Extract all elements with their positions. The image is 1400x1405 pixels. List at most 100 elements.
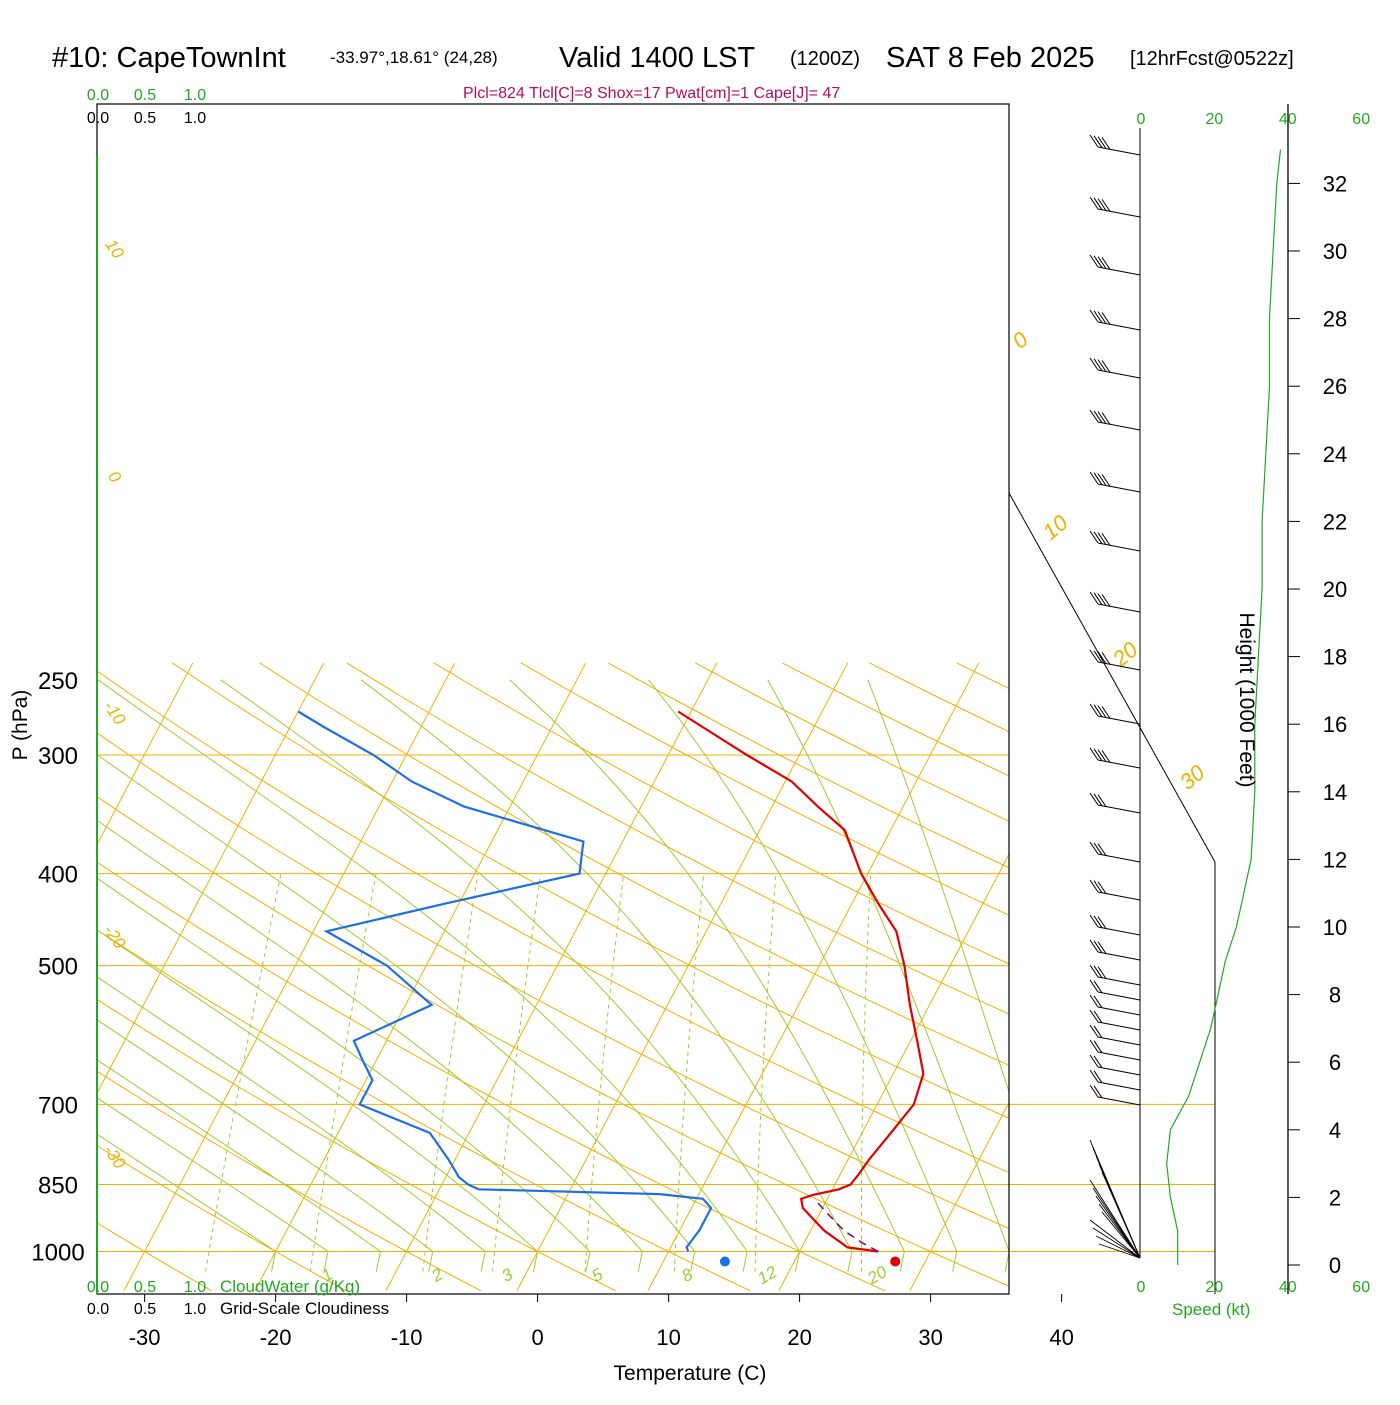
pressure-tick-label: 1000 [31, 1240, 84, 1267]
mixing-ratio-label: 3 [498, 1264, 516, 1285]
height-tick-label: 24 [1323, 442, 1347, 467]
dry-adiabat-120 [695, 663, 1400, 1291]
x-tick-label: 0 [531, 1325, 543, 1350]
wind-barb-shaft [1098, 1067, 1140, 1075]
speed-tick-top: 60 [1352, 111, 1370, 128]
wind-barb-shaft [1098, 1052, 1140, 1060]
height-tick-label: 20 [1323, 577, 1347, 602]
surface-temperature-marker [890, 1257, 900, 1267]
cloud-scale-bottom-green: 0.0 [87, 1279, 109, 1296]
wind-barb-flag [1090, 410, 1098, 422]
wind-barb-shaft [1098, 1097, 1140, 1105]
height-tick-label: 22 [1323, 509, 1347, 534]
cloudwater-label: CloudWater (g/Kg) [220, 1277, 360, 1296]
height-tick-label: 30 [1323, 239, 1347, 264]
adiabat-label: -30 [100, 1141, 130, 1172]
cloud-scale-bottom-black: 0.0 [87, 1301, 109, 1318]
adiabat-label: 10 [101, 236, 128, 263]
dry-adiabat-190 [1305, 663, 1400, 1291]
wind-barb-shaft [1098, 1022, 1140, 1030]
wind-barb-shaft [1098, 892, 1140, 900]
mixing-ratio-label: 12 [754, 1262, 780, 1288]
mixing-ratio-20 [861, 874, 870, 1272]
height-tick-label: 8 [1329, 983, 1341, 1008]
wind-speed-profile [1167, 150, 1281, 1265]
wind-barb-flag [1090, 650, 1098, 662]
wind-barb-flag [1094, 311, 1102, 323]
mixing-ratio-12 [755, 874, 776, 1272]
mixing-ratio-3 [493, 874, 541, 1272]
isotherm-50 [1172, 663, 1400, 1291]
height-tick-label: 26 [1323, 374, 1347, 399]
mixing-ratio-2 [423, 874, 478, 1272]
wind-barb-flag [1090, 1055, 1098, 1067]
series-temperature [678, 712, 923, 1252]
wind-barb-flag [1090, 748, 1098, 760]
mixing-ratio-1 [310, 874, 376, 1272]
series-parcel [814, 1199, 878, 1252]
wind-barb-flag [1094, 966, 1102, 978]
wind-barb-flag [1090, 135, 1098, 147]
height-tick-label: 0 [1329, 1253, 1341, 1278]
pressure-tick-label: 250 [38, 668, 78, 695]
wind-barb-flag [1094, 1041, 1102, 1053]
cloud-scale-bottom-green: 1.0 [184, 1279, 206, 1296]
wind-barb-flag [1094, 473, 1102, 485]
wind-barb-flag [1094, 941, 1102, 953]
wind-barb-shaft [1098, 422, 1140, 430]
clipped-lines [0, 663, 1400, 1291]
speed-tick-bottom: 20 [1206, 1279, 1224, 1296]
speed-label: Speed (kt) [1172, 1300, 1250, 1319]
indices-line: Plcl=824 Tlcl[C]=8 Shox=17 Pwat[cm]=1 Ca… [463, 85, 840, 102]
cloud-scale-bottom-green: 0.5 [134, 1279, 156, 1296]
x-axis-label: Temperature (C) [614, 1362, 767, 1385]
wind-barb-shaft [1098, 322, 1140, 330]
moist-adiabat-40 [868, 680, 1062, 1272]
main-plot-frame [97, 104, 1009, 1294]
x-tick-label: 30 [918, 1325, 942, 1350]
dry-adiabat-100 [521, 663, 1400, 1291]
mixing-ratio-label: 8 [678, 1264, 696, 1285]
height-tick-label: 12 [1323, 847, 1347, 872]
wind-barb-shaft [1098, 1082, 1140, 1090]
mixing-ratio-label: 2 [428, 1264, 447, 1286]
wind-barb-flag [1090, 1025, 1098, 1037]
wind-barb-flag [1094, 749, 1102, 761]
x-tick-label: 40 [1049, 1325, 1073, 1350]
isotherm-30 [910, 663, 1241, 1291]
wind-barb-shaft [1098, 147, 1140, 155]
cloud-scale-top-black: 0.5 [134, 110, 156, 127]
isotherm--20 [255, 663, 586, 1291]
wind-barb-flag [1090, 255, 1098, 267]
x-tick-label: -30 [129, 1325, 161, 1350]
isotherm-20 [779, 663, 1110, 1291]
wind-barb-flag [1094, 916, 1102, 928]
wind-barb-flag [1094, 1071, 1102, 1083]
isotherm-label: 0 [1007, 326, 1033, 354]
cloud-scale-top-green: 0.5 [134, 87, 156, 104]
height-tick-label: 32 [1323, 171, 1347, 196]
adiabat-label: 0 [104, 468, 125, 487]
wind-barbs [1090, 135, 1140, 1258]
utc-time: (1200Z) [790, 48, 860, 70]
wind-barb-flag [1094, 532, 1102, 544]
x-tick-label: 10 [656, 1325, 680, 1350]
wind-barb-shaft [1098, 1037, 1140, 1045]
wind-barb-flag [1090, 915, 1098, 927]
wind-barb-shaft [1098, 209, 1140, 217]
wind-barb-flag [1090, 880, 1098, 892]
mixing-ratio-5 [585, 874, 624, 1272]
wind-barb-flag [1094, 981, 1102, 993]
wind-barb-flag [1094, 256, 1102, 268]
cloud-scale-bottom-black: 1.0 [184, 1301, 206, 1318]
wind-barb-flag [1090, 995, 1098, 1007]
wind-barb-shaft [1098, 1007, 1140, 1015]
cloud-scale-top-black: 0.0 [87, 110, 109, 127]
speed-tick-bottom: 40 [1279, 1279, 1297, 1296]
wind-barb-flag [1094, 794, 1102, 806]
wind-barb-flag [1094, 136, 1102, 148]
wind-barb-shaft [1098, 543, 1140, 551]
wind-barb-flag [1094, 359, 1102, 371]
